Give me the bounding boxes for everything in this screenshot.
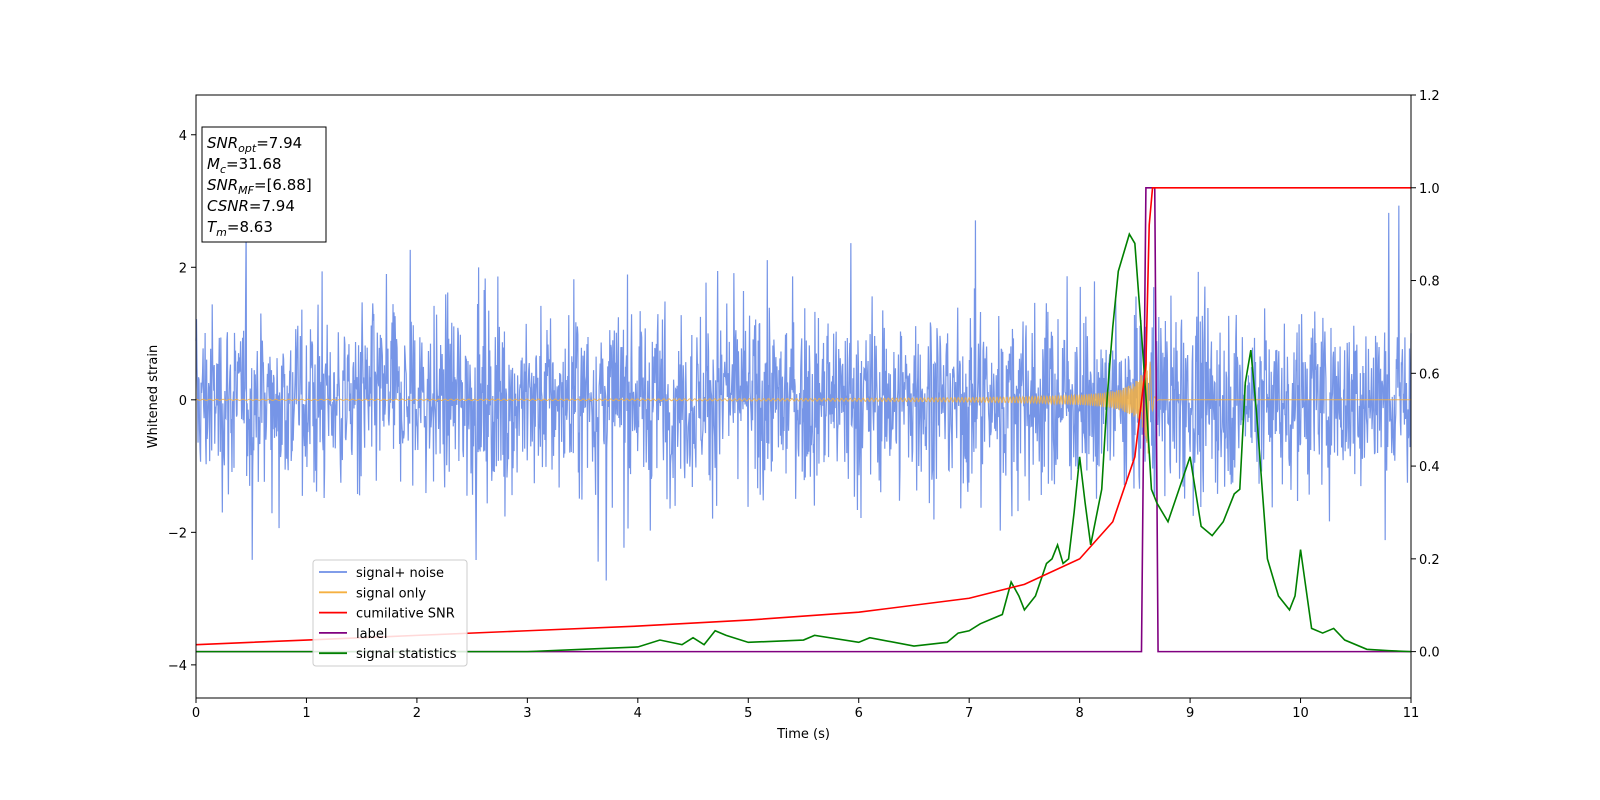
- axes-layer: 0 1 2 3 4 5 6 7 8 9 10 11 −4 −2 0 2 4 0.0 0.2 0.4 0.6 0.8 1.0 1…: [146, 89, 1440, 742]
- y-right-tick-label: 0.4: [1419, 460, 1440, 475]
- label-line: [196, 186, 1411, 653]
- x-tick-label: 8: [1075, 706, 1083, 721]
- lines-layer: [195, 186, 1412, 653]
- y-left-tick-label: −2: [168, 526, 187, 541]
- cumulative-snr-line: [195, 186, 1411, 646]
- legend-label: label: [356, 627, 387, 642]
- annotation-box: SNRopt=7.94Mc=31.68SNRMF=[6.88]CSNR=7.94…: [201, 126, 327, 243]
- signal-only-line: [195, 357, 1411, 454]
- legend-label: signal statistics: [356, 647, 457, 662]
- plot-frame: [195, 94, 1412, 699]
- x-tick-label: 11: [1403, 706, 1420, 721]
- y-right-tick-label: 0.2: [1419, 553, 1440, 568]
- x-tick-label: 10: [1292, 706, 1309, 721]
- x-tick-label: 5: [744, 706, 752, 721]
- annotation-frame: [201, 126, 327, 243]
- x-tick-label: 0: [192, 706, 200, 721]
- x-tick-label: 2: [413, 706, 421, 721]
- x-tick-label: 3: [523, 706, 531, 721]
- y-right-tick-label: 0.6: [1419, 367, 1440, 382]
- annotation-line: Tm=8.63: [207, 218, 273, 239]
- legend-frame: [312, 559, 468, 667]
- y-right-tick-label: 1.0: [1419, 182, 1440, 197]
- annotation-line: SNRopt=7.94: [207, 134, 302, 155]
- annotation-line: CSNR=7.94: [207, 197, 295, 215]
- legend: signal+ noise signal only cumilative SNR la…: [312, 559, 468, 667]
- annotation-line: SNRMF=[6.88]: [207, 176, 312, 197]
- noise-series-line: [195, 205, 1412, 581]
- x-tick-label: 1: [302, 706, 310, 721]
- y-right-tick-label: 1.2: [1419, 89, 1440, 104]
- signal-series-layer: [195, 357, 1411, 454]
- x-tick-label: 4: [634, 706, 642, 721]
- y-left-tick-label: 2: [179, 261, 187, 276]
- noise-series-layer: [195, 205, 1412, 581]
- x-axis-label: Time (s): [776, 727, 830, 742]
- y-left-tick-label: 4: [179, 129, 187, 144]
- y-right-tick-label: 0.0: [1419, 646, 1440, 661]
- legend-label: cumilative SNR: [356, 607, 455, 622]
- signal-statistics-line: [196, 232, 1412, 653]
- y-left-tick-label: 0: [179, 394, 187, 409]
- y-left-tick-label: −4: [168, 659, 187, 674]
- y-right-tick-label: 0.8: [1419, 275, 1440, 290]
- x-tick-label: 9: [1186, 706, 1194, 721]
- legend-label: signal+ noise: [356, 566, 444, 581]
- x-tick-label: 7: [965, 706, 973, 721]
- y-axis-label: Whitened strain: [146, 345, 161, 448]
- x-tick-label: 6: [855, 706, 863, 721]
- annotation-line: Mc=31.68: [207, 155, 282, 176]
- legend-label: signal only: [356, 586, 426, 601]
